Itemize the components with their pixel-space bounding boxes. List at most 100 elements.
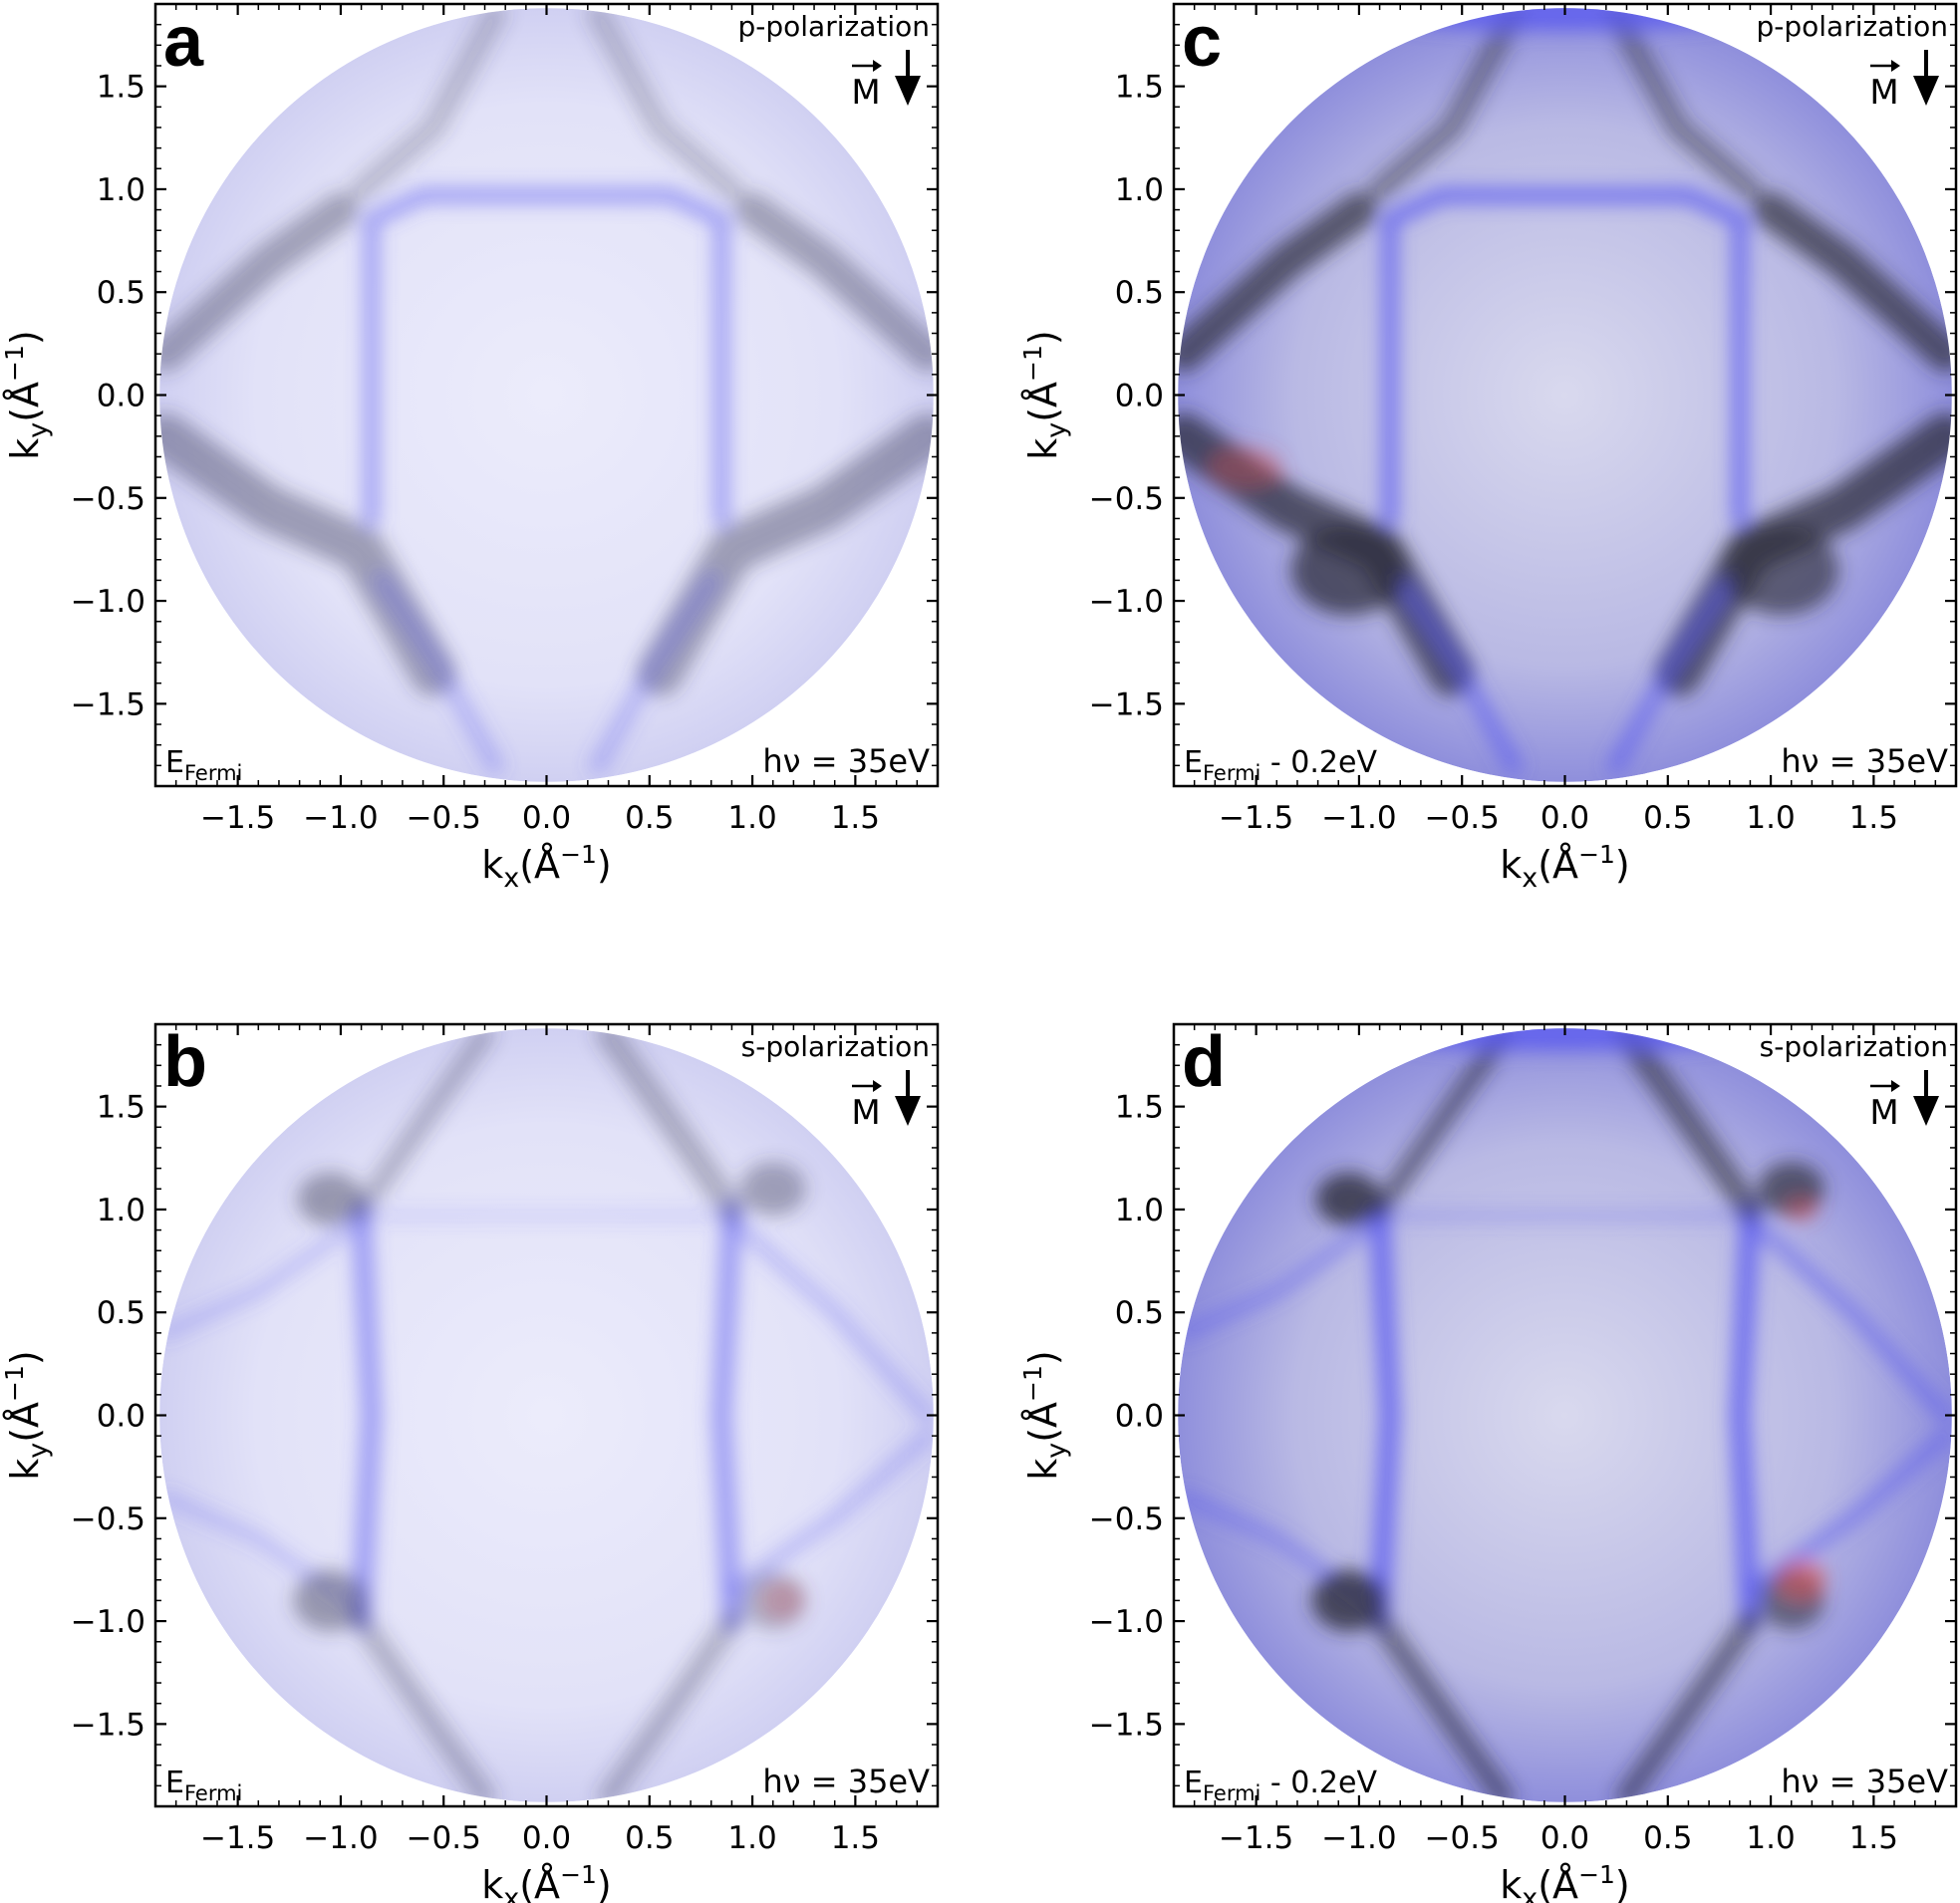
x-axis-label: kx(Å−1) [481, 840, 612, 894]
intensity-map [1178, 1028, 1952, 1802]
y-tick-label: 1.0 [97, 172, 145, 208]
y-tick-label: 0.0 [1115, 1399, 1164, 1435]
intensity-spot [1785, 1197, 1819, 1223]
x-tick-label: 1.0 [727, 1820, 776, 1856]
x-tick-label: −1.5 [200, 800, 275, 836]
band-line [1369, 1028, 1514, 1220]
band-line [1178, 1213, 1387, 1340]
y-tick-label: 0.0 [97, 1399, 145, 1435]
x-tick-label: 1.5 [831, 1820, 880, 1856]
vector-arrowhead-icon [873, 1080, 882, 1092]
polarization-label: p-polarization [1757, 10, 1949, 43]
y-tick-label: −1.0 [1089, 1604, 1164, 1640]
x-tick-label: −1.5 [1219, 800, 1293, 836]
magnetization-label: M [851, 73, 880, 113]
magnetization-arrowhead-icon [895, 76, 921, 106]
magnetization-arrowhead-icon [1913, 1096, 1939, 1126]
panel-letter: c [1182, 2, 1222, 82]
band-line [597, 1610, 743, 1802]
intensity-spot [1209, 446, 1283, 488]
intensity-spot [739, 1162, 806, 1217]
panel-b: −1.5 −1.0 −0.5 0.0 0.5 1.0 1.5 −1.5 −1.0 −0.5 0.0 0… [0, 1022, 940, 1903]
x-axis-label: kx(Å−1) [1500, 1860, 1630, 1903]
band-features [159, 1028, 934, 1802]
band-features [159, 8, 934, 775]
x-tick-label: −1.0 [303, 800, 378, 836]
band-line [363, 187, 730, 527]
band-line [159, 1213, 369, 1340]
y-tick-label: −0.5 [1089, 481, 1164, 517]
band-line [1742, 1212, 1952, 1424]
panel-c: −1.5 −1.0 −0.5 0.0 0.5 1.0 1.5 −1.5 −1.0 −0.5 0.0 0… [1018, 2, 1958, 894]
photon-energy-label: hν = 35eV [1781, 1763, 1948, 1800]
band-line [373, 571, 504, 775]
x-tick-label: 1.5 [1849, 800, 1898, 836]
polarization-label: s-polarization [1760, 1030, 1948, 1063]
y-tick-label: −1.5 [71, 686, 145, 722]
band-line [1753, 191, 1952, 373]
detector-disc [1178, 8, 1952, 782]
vector-arrowhead-icon [1891, 60, 1900, 72]
polarization-label: p-polarization [738, 10, 931, 43]
band-line [595, 1028, 745, 1223]
magnetization-label: M [1869, 73, 1898, 113]
panel-a: −1.5 −1.0 −0.5 0.0 0.5 1.0 1.5 −1.5 −1.0 −0.5 0.0 0… [0, 2, 940, 894]
x-tick-label: −1.5 [1219, 1820, 1293, 1856]
y-tick-label: 0.5 [1115, 1295, 1164, 1331]
band-line [1368, 1610, 1515, 1802]
y-axis-label: ky(Å−1) [1018, 330, 1072, 460]
band-line [1613, 1028, 1764, 1223]
intensity-map [159, 8, 934, 782]
y-tick-label: 0.5 [97, 275, 145, 311]
magnetization-arrowhead-icon [1913, 76, 1939, 106]
x-tick-label: −1.5 [200, 1820, 275, 1856]
y-tick-label: 0.0 [97, 379, 145, 414]
vector-arrowhead-icon [873, 60, 882, 72]
x-tick-label: 1.5 [1849, 1820, 1898, 1856]
photon-energy-label: hν = 35eV [1781, 742, 1948, 780]
y-tick-label: −0.5 [71, 481, 145, 517]
y-tick-label: 1.5 [1115, 70, 1164, 106]
band-line [1369, 1199, 1400, 1632]
band-line [351, 1028, 495, 1220]
panel-letter: d [1182, 1022, 1226, 1102]
band-line [1381, 187, 1749, 527]
magnetization-label: M [1869, 1093, 1898, 1133]
band-line [1730, 1199, 1761, 1632]
x-tick-label: −0.5 [407, 1820, 481, 1856]
vector-arrowhead-icon [1891, 1080, 1900, 1092]
y-tick-label: 0.5 [1115, 275, 1164, 311]
y-tick-label: 1.5 [1115, 1090, 1164, 1126]
band-line [734, 191, 934, 373]
y-tick-label: −1.5 [1089, 1707, 1164, 1743]
y-tick-label: 1.5 [97, 1090, 145, 1126]
intensity-spot [1723, 524, 1839, 616]
y-tick-label: 1.0 [1115, 172, 1164, 208]
y-tick-label: −1.0 [71, 584, 145, 620]
y-tick-label: 1.0 [1115, 1193, 1164, 1228]
detector-disc [159, 1028, 934, 1802]
band-line [1604, 8, 1763, 201]
intensity-map [1178, 8, 1952, 782]
panel-d: −1.5 −1.0 −0.5 0.0 0.5 1.0 1.5 −1.5 −1.0 −0.5 0.0 0… [1018, 1022, 1958, 1903]
energy-label: EFermi - 0.2eV [1184, 1766, 1377, 1805]
band-line [1615, 1610, 1762, 1802]
y-tick-label: −1.5 [1089, 686, 1164, 722]
magnetization-arrowhead-icon [895, 1096, 921, 1126]
band-line [1367, 8, 1526, 201]
x-tick-label: −1.0 [1321, 800, 1396, 836]
x-tick-label: 0.5 [625, 1820, 674, 1856]
x-axis-label: kx(Å−1) [481, 1860, 612, 1903]
x-tick-label: 0.5 [1643, 800, 1692, 836]
intensity-spot [1777, 1559, 1826, 1601]
band-line [159, 191, 359, 373]
axis-ticks [154, 3, 939, 787]
magnetization-label: M [851, 1093, 880, 1133]
band-line [589, 571, 720, 775]
x-tick-label: −0.5 [1425, 1820, 1500, 1856]
y-axis-label: ky(Å−1) [1018, 1350, 1072, 1481]
intensity-spot [297, 1172, 364, 1226]
photon-energy-label: hν = 35eV [762, 742, 930, 780]
band-line [711, 1199, 742, 1632]
x-tick-label: 0.0 [522, 1820, 571, 1856]
